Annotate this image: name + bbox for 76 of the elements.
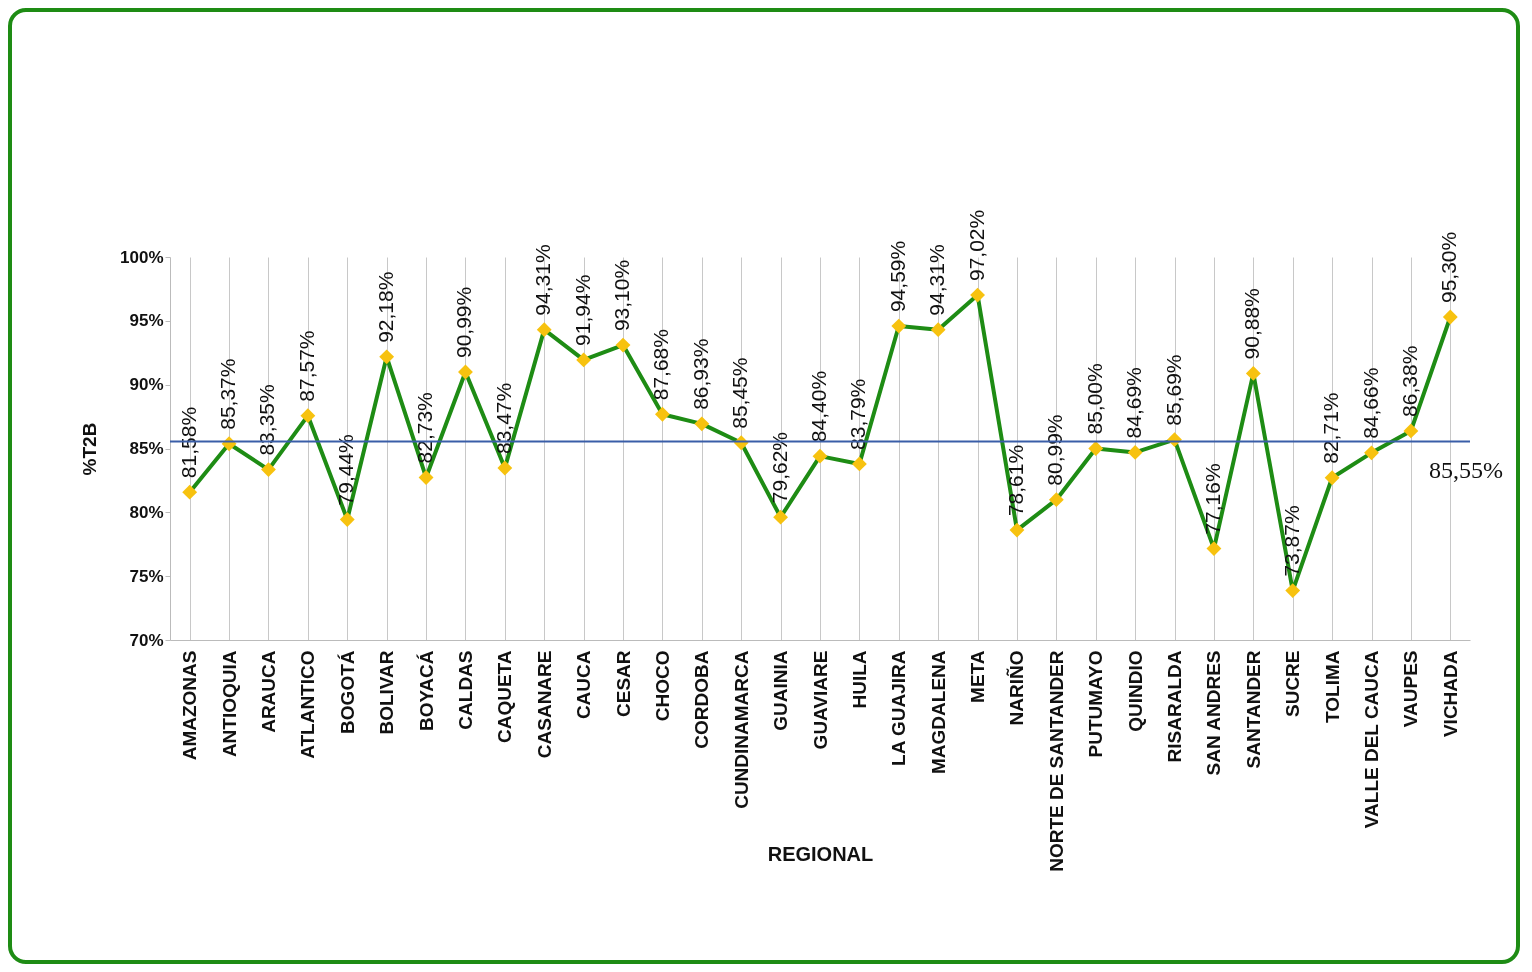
- data-label: 85,45%: [728, 357, 752, 429]
- y-tick-label: 90%: [129, 375, 164, 395]
- ref-line-label: 85,55%: [1429, 457, 1503, 484]
- x-tick-label: SAN ANDRES: [1203, 650, 1225, 776]
- data-label: 93,10%: [610, 259, 634, 332]
- data-label: 86,93%: [688, 338, 712, 410]
- data-label: 85,69%: [1161, 354, 1185, 426]
- x-tick-label: LA GUAJIRA: [888, 650, 910, 766]
- y-tick-label: 80%: [129, 502, 164, 522]
- data-label: 82,73%: [413, 392, 437, 464]
- x-tick-label: ANTIOQUIA: [218, 650, 240, 758]
- data-label: 86,38%: [1397, 345, 1421, 417]
- x-tick-label: NARIÑO: [1006, 650, 1028, 726]
- data-label: 79,44%: [334, 434, 358, 506]
- x-tick-label: CALDAS: [454, 650, 476, 730]
- data-label: 81,58%: [176, 406, 200, 479]
- y-tick-label: 75%: [129, 566, 164, 586]
- x-tick-label: VALLE DEL CAUCA: [1361, 650, 1383, 829]
- x-tick-label: RISARALDA: [1164, 650, 1186, 763]
- x-tick-label: CHOCO: [651, 650, 673, 722]
- data-label: 78,61%: [1003, 444, 1027, 517]
- x-tick-label: ATLANTICO: [297, 650, 319, 759]
- x-tick-label: CUNDINAMARCA: [730, 650, 752, 809]
- x-tick-label: META: [967, 650, 989, 703]
- data-label: 84,69%: [1122, 367, 1146, 439]
- data-label: 84,66%: [1358, 367, 1382, 439]
- data-label: 94,31%: [925, 244, 949, 316]
- data-label: 94,31%: [531, 244, 555, 316]
- data-label: 85,00%: [1082, 363, 1106, 435]
- data-label: 95,30%: [1437, 231, 1461, 303]
- y-tick-label: 100%: [120, 247, 164, 267]
- x-tick-label: CESAR: [612, 650, 634, 718]
- x-tick-label: VAUPES: [1400, 650, 1422, 728]
- data-label: 83,47%: [491, 382, 515, 455]
- x-tick-label: SUCRE: [1282, 650, 1304, 718]
- data-label: 73,87%: [1279, 505, 1303, 577]
- x-tick-label: GUAINIA: [770, 650, 792, 731]
- data-label: 90,99%: [452, 286, 476, 359]
- x-tick-label: BOGOTÁ: [336, 650, 358, 734]
- x-axis-title: REGIONAL: [767, 842, 874, 865]
- data-label: 87,57%: [294, 330, 318, 402]
- y-tick-label: 85%: [129, 439, 164, 458]
- data-label: 80,99%: [1043, 414, 1067, 486]
- x-tick-label: BOLIVAR: [376, 650, 398, 735]
- x-tick-label: QUINDIO: [1124, 650, 1146, 732]
- x-tick-label: BOYACÁ: [415, 650, 437, 732]
- data-label: 82,71%: [1319, 392, 1343, 464]
- x-tick-label: GUAVIARE: [809, 650, 831, 750]
- data-label: 77,16%: [1200, 463, 1224, 535]
- x-tick-label: ARAUCA: [257, 650, 279, 733]
- data-label: 83,79%: [846, 378, 870, 450]
- x-tick-label: MAGDALENA: [927, 650, 949, 774]
- x-tick-label: CAQUETA: [494, 650, 516, 744]
- data-label: 85,37%: [216, 358, 240, 430]
- x-tick-label: AMAZONAS: [179, 650, 201, 761]
- data-label: 83,35%: [255, 384, 279, 456]
- x-tick-label: SANTANDER: [1242, 650, 1264, 769]
- data-label: 90,88%: [1240, 288, 1264, 360]
- y-tick-label: 70%: [129, 630, 164, 650]
- x-tick-label: CASANARE: [533, 650, 555, 759]
- data-label: 97,02%: [964, 209, 988, 282]
- data-label: 87,68%: [649, 329, 673, 401]
- y-axis-title: %T2B: [79, 422, 101, 476]
- y-tick-label: 95%: [129, 311, 164, 331]
- x-tick-label: CORDOBA: [691, 650, 713, 749]
- x-tick-label: PUTUMAYO: [1085, 650, 1107, 758]
- x-tick-label: NORTE DE SANTANDER: [1045, 650, 1067, 872]
- data-label: 92,18%: [373, 271, 397, 343]
- data-label: 91,94%: [570, 274, 594, 346]
- data-label: 94,59%: [885, 240, 909, 313]
- x-tick-label: TOLIMA: [1321, 650, 1343, 723]
- x-tick-label: HUILA: [848, 650, 870, 709]
- x-tick-label: CAUCA: [573, 650, 595, 720]
- x-tick-label: VICHADA: [1439, 650, 1461, 738]
- data-label: 79,62%: [767, 431, 791, 504]
- data-label: 84,40%: [807, 370, 830, 443]
